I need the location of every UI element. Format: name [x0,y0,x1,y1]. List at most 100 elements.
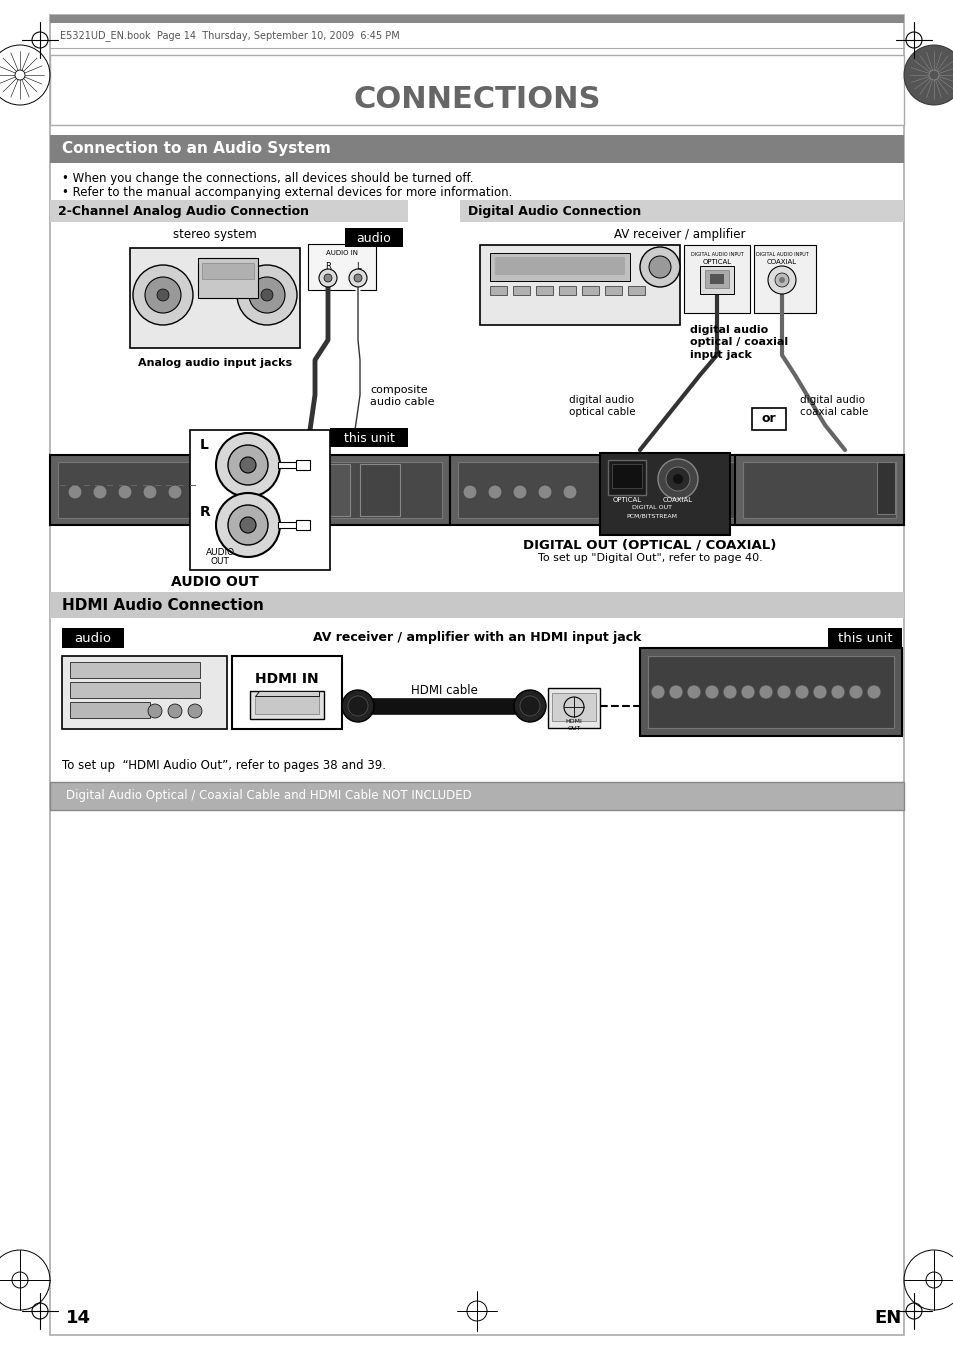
Circle shape [519,696,539,716]
Circle shape [759,685,772,698]
Circle shape [249,277,285,313]
Bar [734,455,903,526]
Bar [232,657,341,730]
Text: AV receiver / amplifier with an HDMI input jack: AV receiver / amplifier with an HDMI inp… [313,631,640,644]
Circle shape [639,247,679,286]
Circle shape [261,289,273,301]
Bar [270,463,350,516]
Text: DIGITAL OUT (OPTICAL / COAXIAL): DIGITAL OUT (OPTICAL / COAXIAL) [523,538,776,551]
Circle shape [648,255,670,278]
Circle shape [866,685,880,698]
Bar [683,245,749,313]
Text: L: L [200,438,209,453]
Circle shape [513,485,526,499]
Text: R: R [200,505,211,519]
Bar [639,648,901,736]
Text: digital audio
optical / coaxial
input jack: digital audio optical / coaxial input ja… [689,326,787,359]
Bar [604,286,621,295]
Circle shape [488,485,501,499]
Text: composite
audio cable: composite audio cable [370,385,434,408]
Circle shape [349,269,367,286]
Bar [70,682,200,698]
Text: or: or [760,412,776,426]
Text: OUT: OUT [211,557,230,566]
Circle shape [665,467,689,490]
Circle shape [650,685,664,698]
Circle shape [193,485,207,499]
Circle shape [68,485,82,499]
Bar [359,463,399,516]
Bar [202,263,253,280]
Bar [130,249,299,349]
Bar [58,462,441,517]
Text: this unit: this unit [837,631,891,644]
Circle shape [562,485,577,499]
Text: HDMI Audio Connection: HDMI Audio Connection [62,597,264,612]
Bar [536,286,553,295]
Circle shape [318,269,336,286]
Bar [647,657,893,728]
Circle shape [779,277,784,282]
Circle shape [168,704,182,717]
Bar [876,462,894,513]
Circle shape [188,704,202,717]
Circle shape [228,444,268,485]
Text: Digital Audio Connection: Digital Audio Connection [468,204,640,218]
Text: AUDIO OUT: AUDIO OUT [171,576,258,589]
Polygon shape [254,690,318,696]
Bar [700,266,733,295]
Bar [50,200,408,222]
Bar [552,693,596,721]
Text: stereo system: stereo system [172,228,256,240]
Circle shape [243,485,256,499]
Bar [612,463,641,488]
Text: AV receiver / amplifier: AV receiver / amplifier [614,228,745,240]
Bar [753,245,815,313]
Circle shape [658,459,698,499]
Text: DIGITAL AUDIO INPUT: DIGITAL AUDIO INPUT [690,253,742,257]
Text: • Refer to the manual accompanying external devices for more information.: • Refer to the manual accompanying exter… [62,186,512,199]
Bar [330,428,408,447]
Bar [62,628,124,648]
Bar [479,245,679,326]
Bar [50,135,903,163]
Text: EN: EN [874,1309,901,1327]
Text: 2-Channel Analog Audio Connection: 2-Channel Analog Audio Connection [58,204,309,218]
Text: To set up "Digital Out", refer to page 40.: To set up "Digital Out", refer to page 4… [537,553,761,563]
Circle shape [92,485,107,499]
Bar [70,662,200,678]
Circle shape [774,273,788,286]
Text: HDMI IN: HDMI IN [254,671,318,686]
Circle shape [145,277,181,313]
Bar [709,274,723,284]
Bar [345,228,402,247]
Text: L: L [355,262,360,272]
Bar [295,520,310,530]
Bar [254,696,318,713]
Bar [457,462,895,517]
Bar [742,462,895,517]
Circle shape [341,690,374,721]
Circle shape [157,289,169,301]
Text: OPTICAL: OPTICAL [612,497,640,503]
Circle shape [903,45,953,105]
Bar [50,455,450,526]
Circle shape [236,265,296,326]
Circle shape [722,685,737,698]
Bar [459,200,903,222]
Bar [547,688,599,728]
Text: CONNECTIONS: CONNECTIONS [353,85,600,115]
Circle shape [132,265,193,326]
Text: this unit: this unit [343,431,394,444]
Circle shape [767,266,795,295]
Circle shape [462,485,476,499]
Text: E5321UD_EN.book  Page 14  Thursday, September 10, 2009  6:45 PM: E5321UD_EN.book Page 14 Thursday, Septem… [60,30,399,41]
Text: COAXIAL: COAXIAL [766,259,796,265]
Bar [277,462,297,467]
Circle shape [354,274,361,282]
Bar [607,459,645,494]
Bar [751,408,785,430]
Bar [50,782,903,811]
Text: DIGITAL AUDIO INPUT: DIGITAL AUDIO INPUT [755,253,807,257]
Text: HDMI cable: HDMI cable [410,684,476,697]
